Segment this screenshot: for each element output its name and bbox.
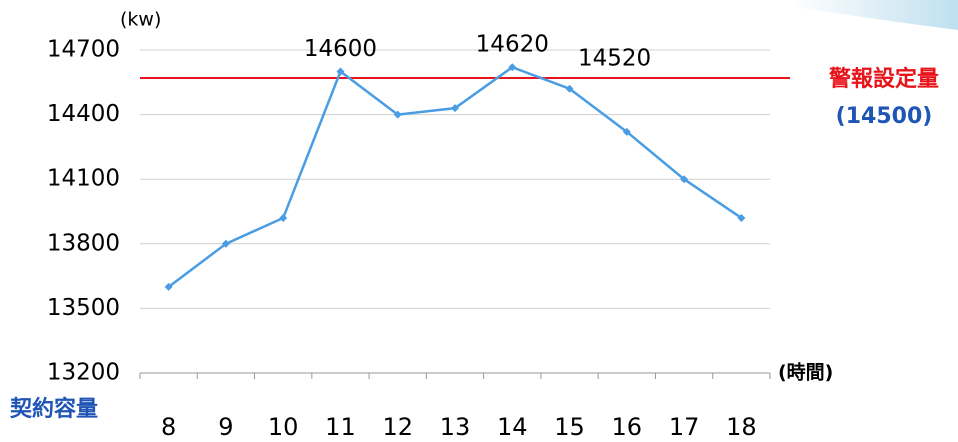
x-tick-label: 15: [554, 413, 585, 441]
y-tick-label: 13200: [47, 360, 120, 386]
x-tick-label: 10: [268, 413, 299, 441]
series-line: [169, 67, 742, 287]
x-tick-label: 11: [325, 413, 356, 441]
y-tick-label: 14400: [47, 101, 120, 127]
x-axis-label: (時間): [778, 362, 833, 384]
contract-label: 契約容量: [9, 396, 98, 422]
y-tick-label: 14100: [47, 166, 120, 192]
x-tick-label: 13: [440, 413, 471, 441]
data-label: 14620: [476, 32, 549, 58]
x-tick-label: 14: [497, 413, 528, 441]
chart: (kw) (時間) 警報設定量 (14500) 契約容量 13200 13500 1…: [0, 0, 958, 442]
y-tick-label: 13500: [47, 295, 120, 321]
x-tick-label: 12: [382, 413, 413, 441]
y-axis-label: (kw): [120, 9, 161, 31]
decoration: [790, 0, 958, 30]
alarm-value: (14500): [836, 104, 933, 129]
y-tick-label: 13800: [47, 230, 120, 256]
y-tick-label: 14700: [47, 37, 120, 63]
marker: [279, 214, 287, 222]
alarm-label: 警報設定量: [828, 66, 939, 92]
x-tick-label: 9: [218, 413, 233, 441]
x-tick-label: 18: [726, 413, 757, 441]
x-tick-label: 17: [669, 413, 700, 441]
x-tick-label: 8: [161, 413, 176, 441]
data-label: 14520: [578, 45, 651, 71]
data-label: 14600: [304, 36, 377, 62]
x-tick-label: 16: [612, 413, 643, 441]
